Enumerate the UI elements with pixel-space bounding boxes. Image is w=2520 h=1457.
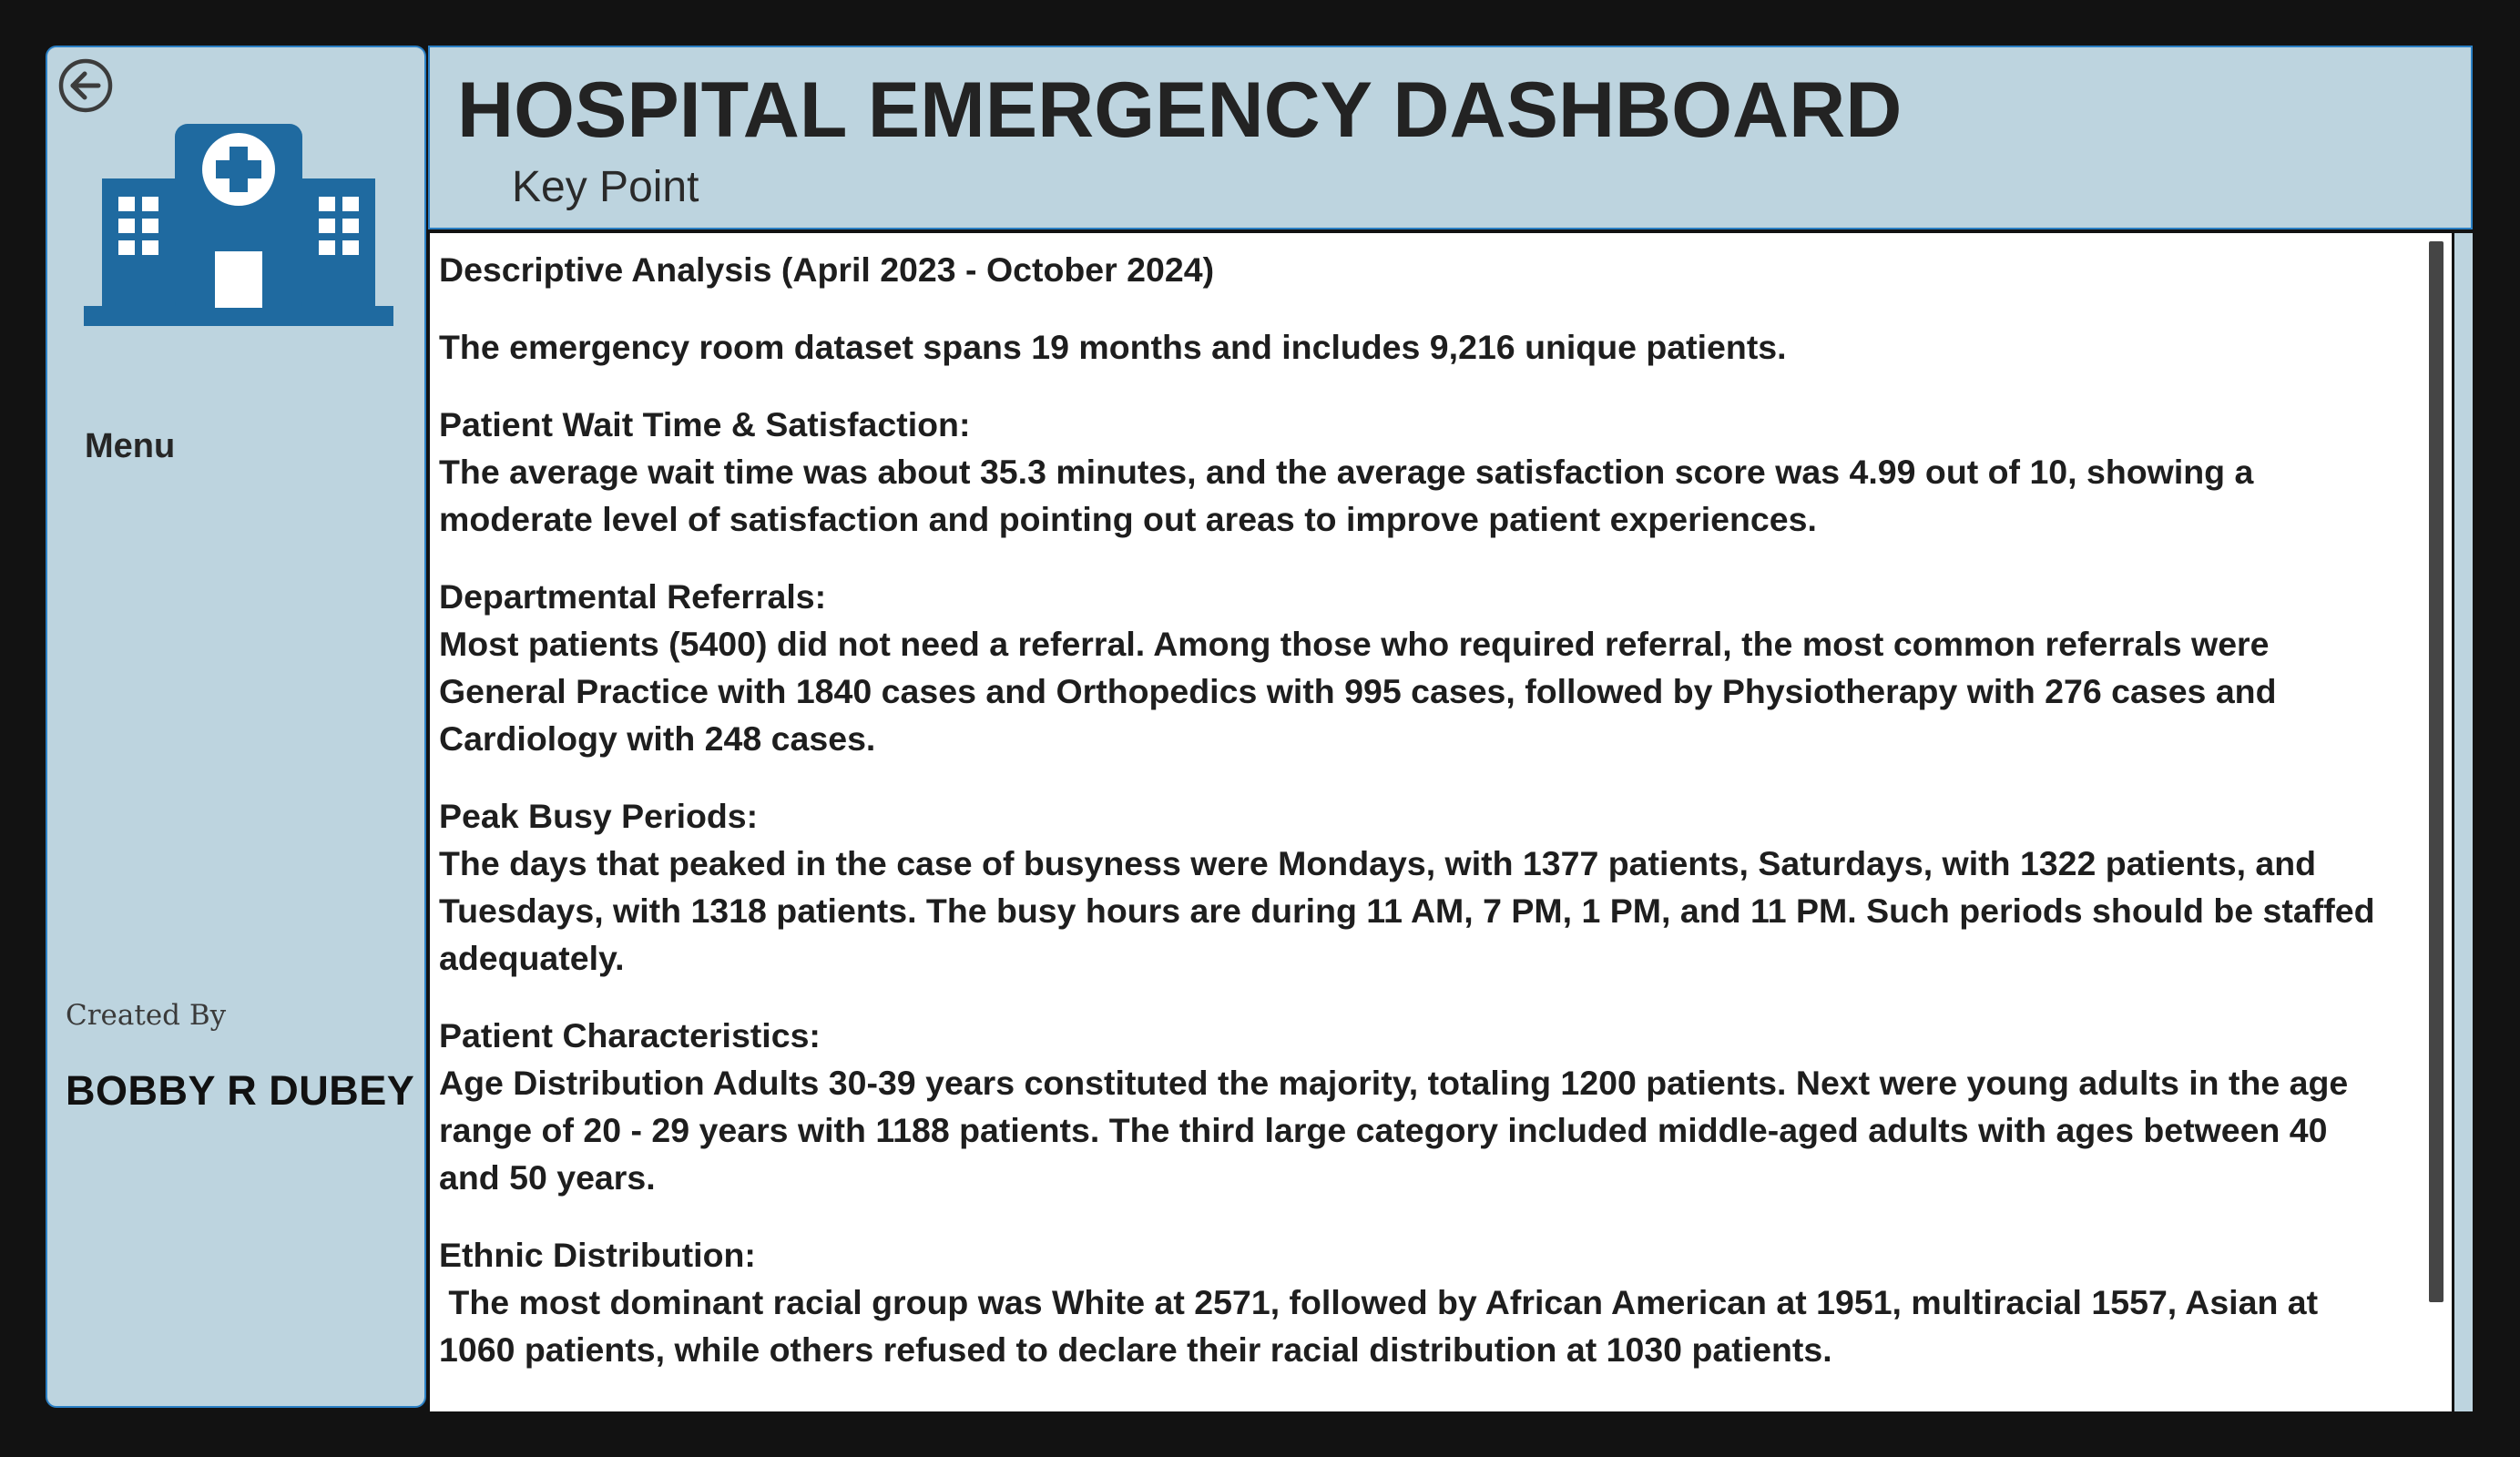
intro-block: Descriptive Analysis (April 2023 - Octob… <box>439 246 2397 293</box>
created-by-label: Created By <box>66 999 227 1032</box>
scrollbar-thumb[interactable] <box>2429 241 2443 1302</box>
section-heading: Peak Busy Periods: <box>439 797 759 835</box>
section-referrals: Departmental Referrals: Most patients (5… <box>439 573 2397 762</box>
intro-heading: Descriptive Analysis (April 2023 - Octob… <box>439 250 1215 289</box>
header-panel: HOSPITAL EMERGENCY DASHBOARD Key Point <box>428 46 2473 229</box>
key-points-textbox[interactable]: Descriptive Analysis (April 2023 - Octob… <box>430 233 2452 1411</box>
section-heading: Ethnic Distribution: <box>439 1236 756 1274</box>
scrollbar-track[interactable] <box>2454 233 2473 1411</box>
section-heading: Patient Characteristics: <box>439 1016 821 1055</box>
section-text: Most patients (5400) did not need a refe… <box>439 625 2277 758</box>
section-wait-time: Patient Wait Time & Satisfaction: The av… <box>439 401 2397 543</box>
section-text: Age Distribution Adults 30-39 years cons… <box>439 1064 2349 1197</box>
page-title: HOSPITAL EMERGENCY DASHBOARD <box>457 66 1903 154</box>
menu-label: Menu <box>85 427 176 465</box>
section-text: The most dominant racial group was White… <box>439 1283 2328 1369</box>
intro-text: The emergency room dataset spans 19 mont… <box>439 328 1787 366</box>
section-text: The average wait time was about 35.3 min… <box>439 453 2254 538</box>
section-heading: Departmental Referrals: <box>439 577 827 616</box>
arrow-left-circle-icon <box>58 58 113 113</box>
page-subtitle: Key Point <box>512 163 699 211</box>
dashboard-frame: Menu Created By BOBBY R DUBEY HOSPITAL E… <box>46 46 2473 1411</box>
sidebar: Menu Created By BOBBY R DUBEY <box>46 46 426 1408</box>
back-button[interactable] <box>56 56 115 115</box>
intro-text-block: The emergency room dataset spans 19 mont… <box>439 323 2397 371</box>
section-peak-periods: Peak Busy Periods: The days that peaked … <box>439 792 2397 982</box>
section-text: The days that peaked in the case of busy… <box>439 844 2375 977</box>
section-ethnic-distribution: Ethnic Distribution: The most dominant r… <box>439 1231 2397 1373</box>
section-patient-characteristics: Patient Characteristics: Age Distributio… <box>439 1012 2397 1201</box>
section-heading: Patient Wait Time & Satisfaction: <box>439 405 971 443</box>
hospital-building-icon <box>84 124 393 339</box>
author-name: BOBBY R DUBEY <box>66 1067 415 1114</box>
